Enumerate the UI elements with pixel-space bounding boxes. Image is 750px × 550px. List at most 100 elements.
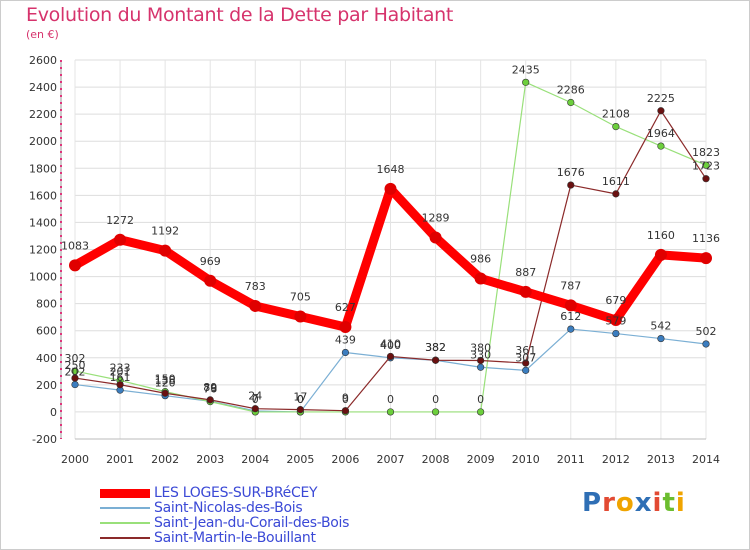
data-label: 1160 [647,229,675,242]
data-label: 138 [155,374,176,387]
data-point [702,175,710,183]
data-label: 986 [470,252,491,265]
data-point [386,352,395,361]
data-label: 1272 [106,214,134,227]
y-tick-label: 200 [36,379,57,392]
y-tick-label: 600 [36,325,57,338]
data-label: 410 [380,337,401,350]
data-label: 0 [342,393,349,406]
data-label: 0 [252,393,259,406]
x-tick-label: 2011 [557,453,585,466]
data-label: 1823 [692,146,720,159]
y-tick-label: 2000 [29,135,57,148]
data-point [294,310,307,323]
data-label: 542 [650,320,671,333]
x-tick-label: 2002 [151,453,179,466]
data-label: 202 [65,366,86,379]
data-point [657,334,665,343]
data-label: 9 [342,392,349,405]
data-label: 17 [293,391,307,404]
data-label: 382 [425,341,446,354]
axes: -200020040060080010001200140016001800200… [29,54,720,466]
y-tick-label: 2400 [29,81,57,94]
y-tick-label: 400 [36,352,57,365]
data-label: 0 [477,393,484,406]
data-point [204,274,217,287]
data-label: 0 [387,393,394,406]
data-point [657,107,665,115]
data-label: 787 [560,279,581,292]
y-tick-label: 2600 [29,54,57,67]
data-label: 612 [560,310,581,323]
data-point [384,182,397,195]
data-label: 1676 [557,166,585,179]
data-point [477,408,485,416]
data-point [249,299,262,312]
data-point [429,231,442,244]
x-tick-label: 2001 [106,453,134,466]
data-point [159,244,172,257]
y-tick-label: 1400 [29,216,57,229]
data-label: 1136 [692,232,720,245]
data-label: 307 [515,351,536,364]
y-tick-label: 2200 [29,108,57,121]
data-point [474,272,487,285]
data-label: 79 [203,382,217,395]
data-label: 76 [203,383,217,396]
data-point [700,252,712,265]
data-point [612,122,620,131]
data-label: 7 [252,392,259,405]
data-point [386,408,395,416]
data-point [564,299,577,312]
chart-title: Evolution du Montant de la Dette par Hab… [26,4,454,26]
data-label: 0 [297,393,304,406]
data-point [341,407,350,415]
data-point [702,161,710,169]
data-point [161,389,169,397]
data-label: 161 [110,371,131,384]
legend-swatch [100,488,150,498]
data-label: 24 [248,390,262,403]
data-point [71,380,79,389]
proxiti-logo: Proxiti [582,488,686,518]
data-point [567,98,575,107]
data-label: 0 [297,393,304,406]
x-tick-label: 2004 [241,453,269,466]
data-point [567,325,575,333]
data-point [657,142,665,150]
legend-label: LES LOGES-SUR-BRéCEY [154,485,318,501]
data-label: 233 [110,361,131,374]
x-tick-label: 2000 [61,453,89,466]
data-label: 0 [432,393,439,406]
data-point [612,329,620,338]
x-tick-label: 2008 [422,453,450,466]
data-label: 579 [605,315,626,328]
data-point [612,190,620,198]
x-tick-label: 2010 [512,453,540,466]
data-label: 250 [65,359,86,372]
x-tick-label: 2003 [196,453,224,466]
data-label: 2108 [602,108,630,121]
y-tick-label: 800 [36,298,57,311]
y-tick-label: 0 [50,406,57,419]
grid [74,59,707,440]
data-point [477,363,485,371]
x-tick-label: 2012 [602,453,630,466]
data-label: 1964 [647,127,675,140]
data-point [116,381,124,389]
data-point [71,374,79,382]
data-label: 705 [290,291,311,304]
data-point [431,356,440,364]
data-label: 627 [335,301,356,314]
data-label: 887 [515,266,536,279]
data-point [69,259,81,272]
data-labels: 1083127211929697837056271648128998688778… [61,63,720,406]
x-tick-label: 2007 [377,453,405,466]
legend-label: Saint-Nicolas-des-Bois [154,500,303,516]
data-point [519,285,532,298]
data-label: 1289 [422,211,450,224]
y-tick-label: 1800 [29,162,57,175]
data-point [567,181,575,189]
data-point [522,78,530,86]
data-label: 783 [245,280,266,293]
